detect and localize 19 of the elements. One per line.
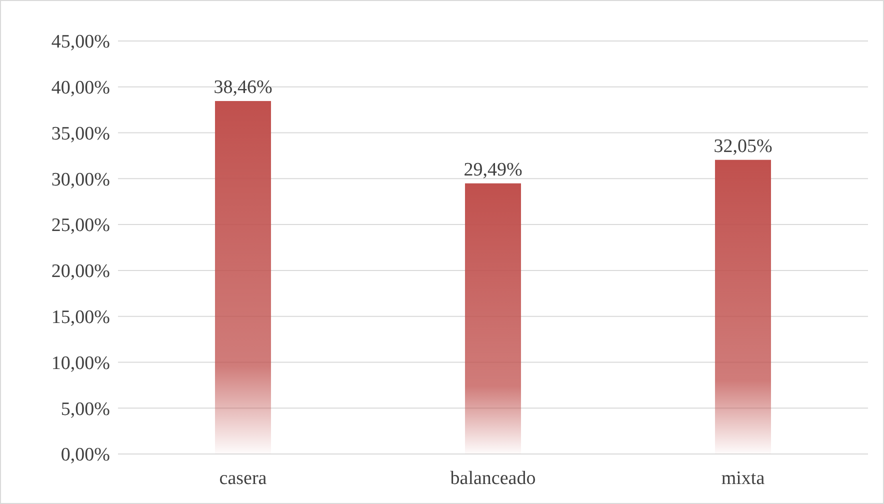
y-tick-label: 25,00%: [51, 215, 110, 236]
y-tick-label: 10,00%: [51, 352, 110, 374]
x-tick-label: mixta: [721, 468, 766, 489]
y-tick-label: 0,00%: [60, 444, 110, 466]
x-tick-label: casera: [219, 468, 268, 489]
y-tick-label: 5,00%: [60, 398, 110, 420]
y-tick-label: 35,00%: [51, 123, 110, 144]
data-label: 32,05%: [714, 136, 772, 157]
y-tick-label: 20,00%: [51, 261, 110, 282]
bar: [215, 101, 271, 454]
y-tick-label: 40,00%: [51, 78, 110, 99]
y-tick-label: 45,00%: [51, 32, 110, 53]
data-label: 29,49%: [464, 159, 522, 180]
y-tick-label: 15,00%: [51, 306, 110, 328]
y-tick-label: 30,00%: [51, 169, 110, 190]
data-label: 38,46%: [214, 77, 272, 98]
x-tick-label: balanceado: [450, 468, 536, 489]
bar: [715, 160, 771, 454]
bar: [465, 183, 521, 454]
